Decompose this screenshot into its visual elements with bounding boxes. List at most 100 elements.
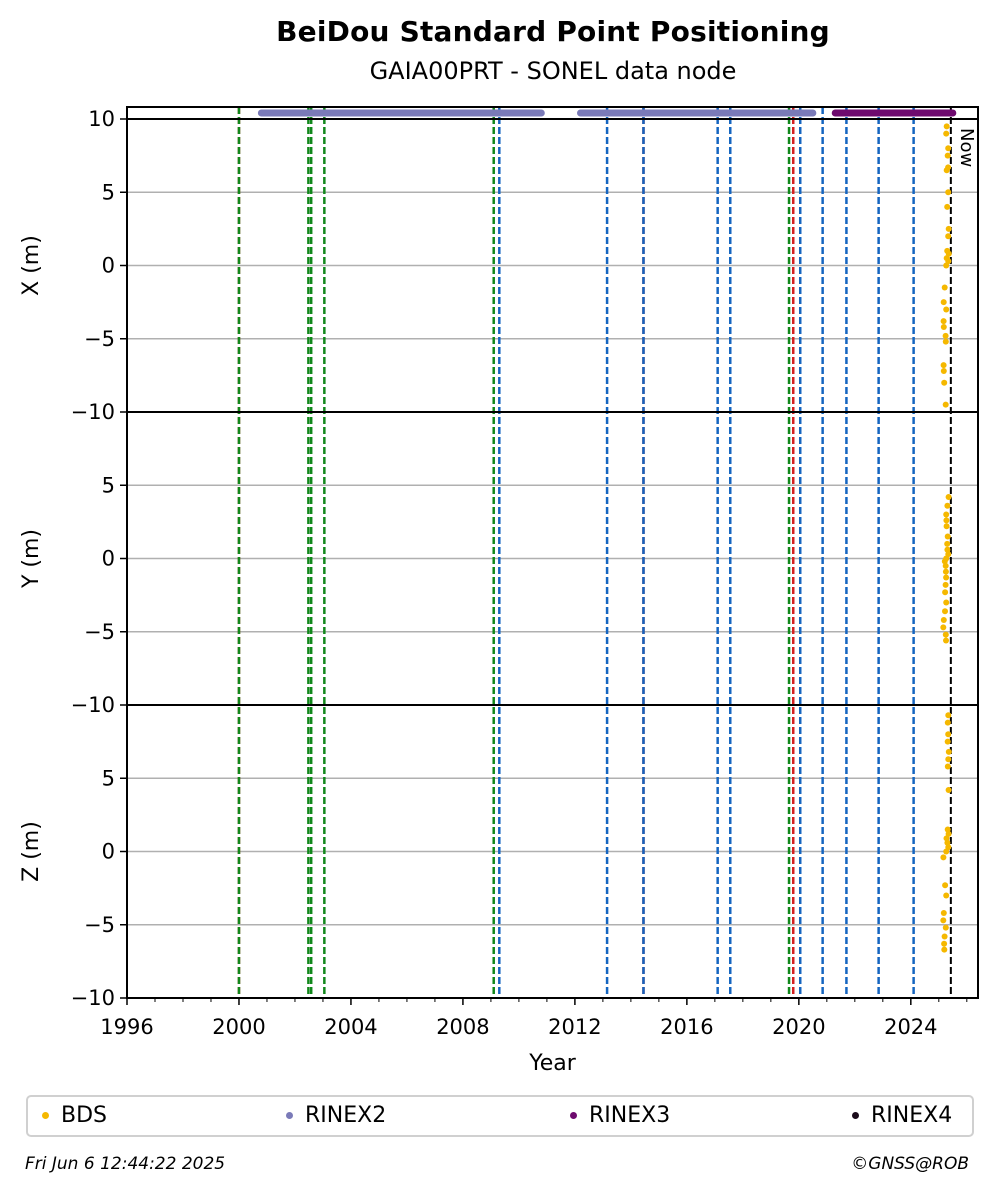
data-point-bds bbox=[940, 917, 947, 924]
data-point-bds bbox=[941, 946, 948, 953]
x-tick-label: 2000 bbox=[212, 1015, 265, 1039]
y-tick-label: −10 bbox=[71, 986, 115, 1010]
data-point-bds bbox=[945, 756, 952, 763]
legend-item-rinex3: RINEX3 bbox=[570, 1103, 670, 1128]
y-tick-label: −5 bbox=[84, 620, 115, 644]
data-point-bds bbox=[943, 511, 950, 518]
data-point-bds bbox=[943, 130, 950, 137]
data-point-bds bbox=[943, 262, 950, 269]
data-point-bds bbox=[944, 763, 951, 770]
data-point-bds bbox=[942, 568, 949, 575]
legend-item-bds: BDS bbox=[42, 1103, 107, 1128]
x-tick-label: 2012 bbox=[548, 1015, 601, 1039]
data-point-bds bbox=[943, 123, 950, 130]
legend-marker-rinex4 bbox=[852, 1112, 859, 1119]
data-point-bds bbox=[943, 306, 950, 313]
page-title: BeiDou Standard Point Positioning bbox=[276, 15, 830, 48]
legend-label-rinex4: RINEX4 bbox=[871, 1103, 953, 1128]
footer-timestamp: Fri Jun 6 12:44:22 2025 bbox=[25, 1154, 226, 1174]
y-tick-label: 5 bbox=[102, 180, 115, 204]
y-tick-label: 0 bbox=[102, 547, 115, 571]
data-point-bds bbox=[943, 892, 950, 899]
x-tick-label: 2004 bbox=[324, 1015, 377, 1039]
data-point-bds bbox=[941, 284, 948, 291]
data-point-bds bbox=[944, 719, 951, 726]
data-point-bds bbox=[943, 517, 950, 524]
y-axis-label: X (m) bbox=[19, 235, 44, 296]
data-point-bds bbox=[942, 581, 949, 588]
data-point-bds bbox=[945, 712, 952, 719]
data-point-bds bbox=[945, 225, 952, 232]
legend-item-rinex4: RINEX4 bbox=[852, 1103, 952, 1128]
y-tick-label: 5 bbox=[102, 473, 115, 497]
legend-marker-bds bbox=[42, 1112, 49, 1119]
data-point-bds bbox=[942, 338, 949, 345]
data-point-bds bbox=[941, 379, 948, 386]
data-point-bds bbox=[942, 562, 949, 569]
data-point-bds bbox=[942, 631, 949, 638]
page-subtitle: GAIA00PRT - SONEL data node bbox=[369, 57, 737, 85]
data-point-bds bbox=[945, 145, 952, 152]
data-point-bds bbox=[942, 332, 949, 339]
data-point-bds bbox=[940, 910, 947, 917]
data-point-bds bbox=[940, 318, 947, 325]
x-tick-label: 1996 bbox=[100, 1015, 153, 1039]
legend: BDS RINEX2 RINEX3 RINEX4 bbox=[26, 1095, 974, 1137]
data-point-bds bbox=[944, 533, 951, 540]
legend-item-rinex2: RINEX2 bbox=[286, 1103, 386, 1128]
legend-marker-rinex2 bbox=[286, 1112, 293, 1119]
data-point-bds bbox=[945, 786, 952, 793]
data-point-bds bbox=[944, 203, 951, 210]
x-tick-label: 2024 bbox=[884, 1015, 937, 1039]
data-point-bds bbox=[940, 299, 947, 306]
footer-copyright: ©GNSS@ROB bbox=[851, 1154, 969, 1174]
y-tick-label: 0 bbox=[102, 254, 115, 278]
y-tick-label: −10 bbox=[71, 693, 115, 717]
data-point-bds bbox=[943, 167, 950, 174]
data-point-bds bbox=[941, 933, 948, 940]
y-axis-label: Z (m) bbox=[19, 821, 44, 882]
data-point-bds bbox=[944, 738, 951, 745]
y-tick-label: −5 bbox=[84, 913, 115, 937]
y-tick-label: 0 bbox=[102, 840, 115, 864]
x-tick-label: 2016 bbox=[660, 1015, 713, 1039]
x-tick-label: 2020 bbox=[772, 1015, 825, 1039]
data-point-bds bbox=[943, 848, 950, 855]
legend-label-bds: BDS bbox=[61, 1103, 107, 1128]
y-tick-label: 5 bbox=[102, 766, 115, 790]
data-point-bds bbox=[940, 617, 947, 624]
x-tick-label: 2008 bbox=[436, 1015, 489, 1039]
now-label: Now bbox=[956, 128, 977, 167]
y-tick-label: −5 bbox=[84, 327, 115, 351]
data-point-bds bbox=[944, 152, 951, 159]
data-point-bds bbox=[942, 401, 949, 408]
data-point-bds bbox=[945, 189, 952, 196]
data-point-bds bbox=[944, 540, 951, 547]
data-point-bds bbox=[940, 854, 947, 861]
plot-frame bbox=[126, 106, 979, 999]
data-point-bds bbox=[943, 599, 950, 606]
data-point-bds bbox=[940, 362, 947, 369]
y-tick-label: 10 bbox=[88, 107, 115, 131]
data-point-bds bbox=[945, 493, 952, 500]
y-tick-label: −10 bbox=[71, 400, 115, 424]
data-point-bds bbox=[945, 748, 952, 755]
data-point-bds bbox=[940, 367, 947, 374]
data-point-bds bbox=[945, 731, 952, 738]
data-point-bds bbox=[940, 624, 947, 631]
data-point-bds bbox=[943, 574, 950, 581]
data-point-bds bbox=[942, 924, 949, 931]
data-point-bds bbox=[941, 940, 948, 947]
data-point-bds bbox=[942, 882, 949, 889]
data-point-bds bbox=[943, 637, 950, 644]
legend-label-rinex3: RINEX3 bbox=[589, 1103, 671, 1128]
x-axis-label: Year bbox=[528, 1051, 577, 1076]
data-point-bds bbox=[940, 324, 947, 331]
legend-label-rinex2: RINEX2 bbox=[305, 1103, 387, 1128]
legend-marker-rinex3 bbox=[570, 1112, 577, 1119]
y-axis-label: Y (m) bbox=[19, 529, 44, 589]
data-point-bds bbox=[942, 589, 949, 596]
data-point-bds bbox=[944, 502, 951, 509]
data-point-bds bbox=[942, 608, 949, 615]
